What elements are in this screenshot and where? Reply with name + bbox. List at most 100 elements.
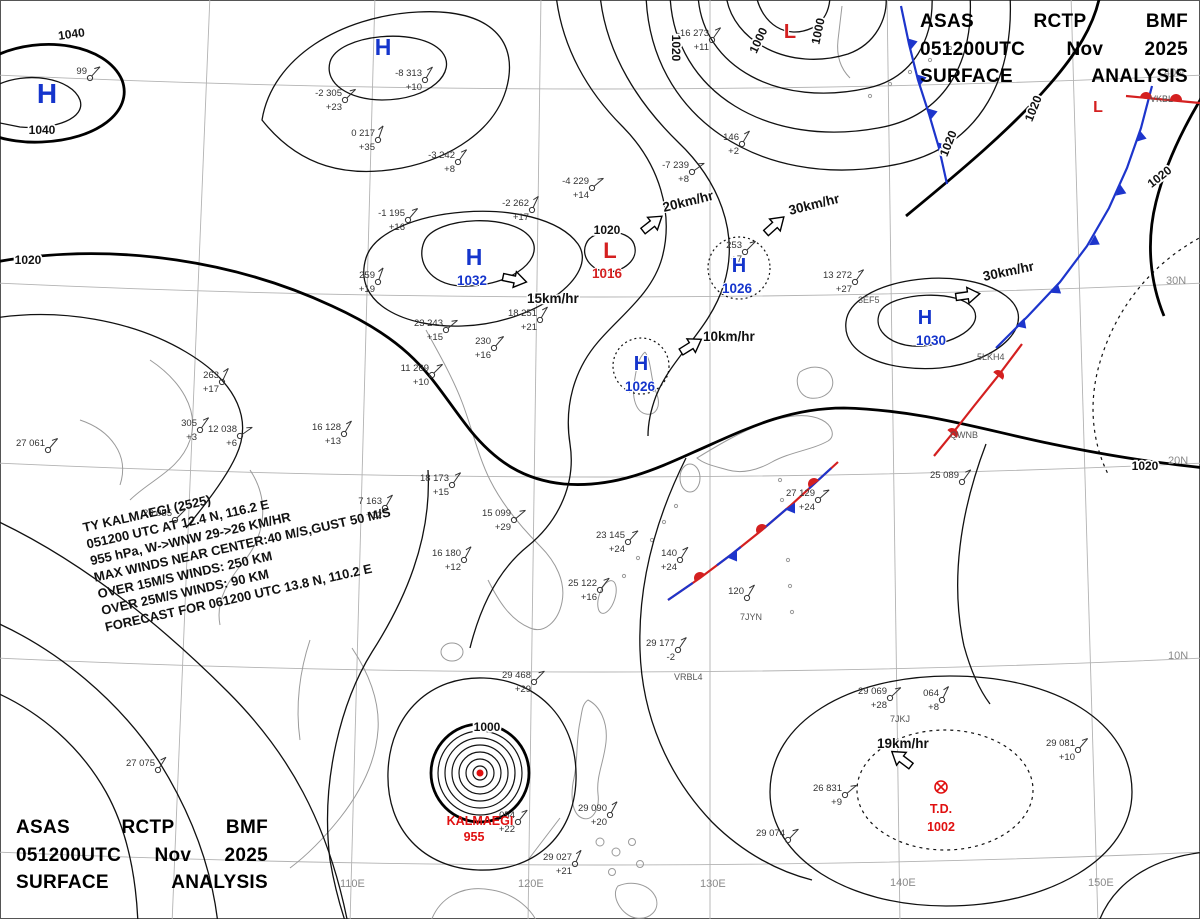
station-value: 27 061: [16, 438, 45, 449]
station-value: 27 075: [126, 758, 155, 769]
station-value: -16 273: [677, 28, 709, 39]
typhoon-info-block: TY KALMAEGI (2525)051200 UTC AT 12.4 N, …: [81, 492, 392, 634]
station-value: -1 195: [378, 208, 405, 219]
movement-speed-label: 19km/hr: [877, 736, 930, 751]
station-value: -2 262: [502, 198, 529, 209]
pressure-centers: H H H 1032 L 1016 H 1026 H 1026 H 1030 L L: [36, 20, 1104, 395]
longitude-label: 150E: [1088, 877, 1114, 889]
isobars-bold: [0, 0, 1200, 486]
station-value: 120: [728, 586, 744, 597]
pressure-center-value: 1026: [722, 281, 753, 296]
station-value: +17: [203, 384, 219, 395]
pressure-center-H: H: [918, 307, 932, 329]
station-plot: -3 242 +8: [428, 149, 468, 175]
warm-front-semicircles: [1140, 92, 1182, 101]
cold-front-triangles: [907, 38, 948, 154]
header-line-2: 051200UTC Nov 2025: [920, 38, 1188, 60]
station-plot: 7 163 +12: [358, 494, 393, 521]
pressure-center-L: L: [784, 21, 796, 43]
movement-speed-label: 30km/hr: [787, 191, 842, 218]
isobar-label: 1020: [594, 223, 621, 237]
station-value: +19: [359, 284, 375, 295]
pressure-center-L: L: [603, 238, 616, 263]
station-plot: 253+7: [726, 240, 756, 265]
station-plot: -16 273 +11: [677, 27, 722, 53]
station-value: 230: [475, 336, 491, 347]
station-plot: 259+19: [359, 267, 384, 295]
isobar-label: 1020: [15, 253, 42, 267]
station-value: 25 122: [568, 578, 597, 589]
movement-speed-label: 20km/hr: [661, 188, 716, 215]
station-observations: -16 273 +11 -8 313 +10 -2 305 +23 0 217 +35 -3 2…: [16, 27, 1089, 877]
station-value: 140: [661, 548, 677, 559]
station-plot: 140+24: [661, 546, 689, 573]
station-value: +29: [515, 684, 531, 695]
longitude-label: 120E: [518, 878, 544, 890]
station-value: 27 129: [786, 488, 815, 499]
station-value: -8 313: [395, 68, 422, 79]
station-value: +17: [513, 212, 529, 223]
header-line-3: SURFACE ANALYSIS: [920, 66, 1188, 88]
isobar-label: 1040: [29, 123, 56, 137]
station-value: +21: [521, 322, 537, 333]
station-plot: 13 272 +27: [823, 269, 865, 295]
movement-speed-label: 15km/hr: [527, 291, 580, 306]
station-value: 12 038: [208, 424, 237, 435]
station-plot: 305+3: [181, 417, 210, 443]
station-plot: 15 099 +29: [482, 508, 526, 533]
station-value: -2: [667, 652, 675, 663]
pressure-center-value: 1026: [625, 379, 656, 394]
station-value: 263: [203, 370, 219, 381]
station-plot: 16 128 +13: [312, 420, 352, 447]
station-value: 29 027: [543, 852, 572, 863]
station-value: +12: [366, 510, 382, 521]
station-value: 11 269: [401, 363, 429, 374]
station-plot: 16 180 +12: [432, 546, 472, 573]
station-plot: 18 251 +21: [508, 306, 548, 333]
station-plot: 26 055: [143, 508, 186, 524]
station-value: 29 090: [578, 803, 607, 814]
station-value: 0 217: [351, 128, 375, 139]
station-value: +13: [325, 436, 341, 447]
station-value: -2 305: [315, 88, 342, 99]
station-plot: 230+16: [475, 336, 505, 361]
station-plot: 146+2: [723, 130, 750, 157]
warm-front: [933, 343, 1023, 457]
station-value: 23 145: [596, 530, 625, 541]
station-value: +8: [928, 702, 939, 713]
tropical-depression-symbol: [934, 780, 948, 794]
station-value: 16 128: [312, 422, 341, 433]
pressure-center-H: H: [466, 244, 483, 270]
station-value: +35: [359, 142, 375, 153]
station-plot: 120: [728, 584, 755, 602]
station-value: +16: [581, 592, 597, 603]
station-plot: -4 229 +14: [562, 176, 604, 201]
station-plot: 054+22: [499, 809, 528, 835]
fronts: [667, 5, 1200, 601]
pressure-center-value: 1016: [592, 266, 623, 281]
station-plot: 29 069 +28: [858, 686, 902, 711]
isobar-label: 1000: [746, 25, 770, 55]
isobar-label: 1020: [937, 128, 960, 158]
ship-identifiers: 3EF5 7JYN VRBL4 7JKJ 5LKH4 QWNB VKBL: [674, 94, 1173, 724]
station-value: +24: [609, 544, 625, 555]
typhoon-kalmaegi-symbol: [429, 722, 531, 824]
isobar-label: 1040: [57, 25, 86, 43]
longitude-label: 110E: [340, 878, 365, 890]
pressure-center-H: H: [375, 34, 392, 60]
ship-id: QWNB: [950, 430, 978, 440]
stationary-front-symbols: [694, 478, 819, 582]
pressure-center-H: H: [732, 255, 746, 277]
warm-front: [1125, 94, 1200, 105]
station-plot: 23 243 +15: [414, 318, 458, 343]
station-plot: 27 129 +24: [786, 488, 830, 513]
isobar-label: 1020: [1022, 93, 1045, 123]
movement-speed-label: 10km/hr: [703, 329, 756, 344]
station-plot: -7 239 +8: [662, 160, 705, 185]
footer-line-1: ASAS RCTP BMF: [16, 817, 268, 839]
station-plot: 29 074: [756, 828, 799, 844]
station-value: +10: [1059, 752, 1075, 763]
station-plot: 263+17: [203, 367, 229, 395]
